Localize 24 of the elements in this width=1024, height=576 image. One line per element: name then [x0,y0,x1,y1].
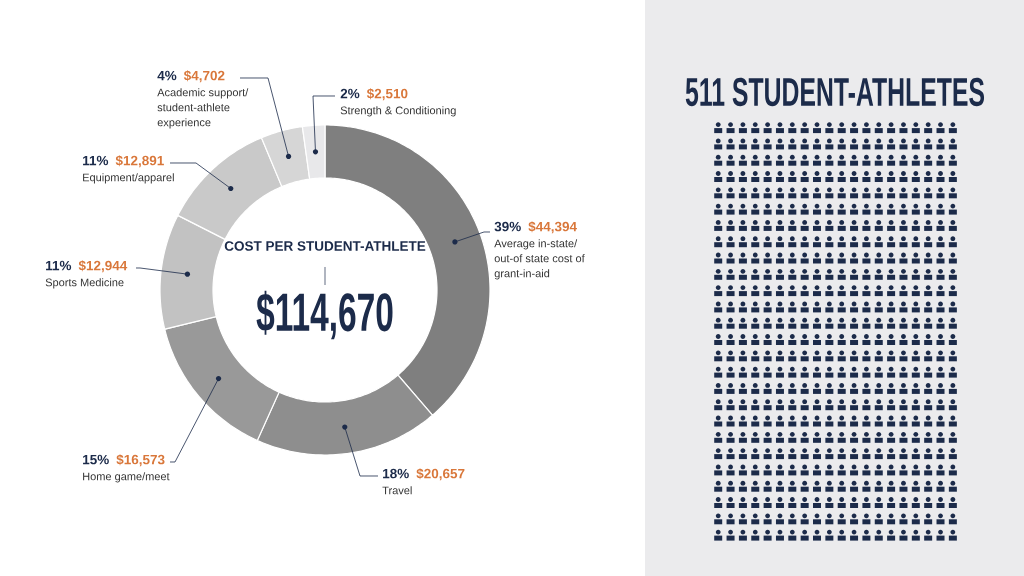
data-label: $2,510 [366,88,408,101]
text: 15% [83,454,109,465]
text: COST PER STUDENT-ATHLETE [224,241,426,251]
slice-label: Equipment/apparel [83,173,174,184]
data-label: $12,891 [115,155,164,168]
slice-label: Home game/meet [83,472,170,483]
text: 2% [340,88,360,99]
text: 39% [494,221,521,232]
text: 511 STUDENT-ATHLETES [685,77,985,107]
slice-label: Academic support/ student-athlete experience [157,88,249,129]
data-label: $4,702 [183,70,225,83]
data-label: $16,573 [116,454,165,467]
slice-label: Strength & Conditioning [340,106,456,117]
text: $114,670 [256,290,393,340]
data-label: $12,944 [78,260,128,273]
slice-label: Average in-state/ out-of state cost of grant-in-aid [494,239,585,280]
data-label: $44,394 [528,221,577,234]
text: 11% [46,260,72,271]
slice-label: Travel [382,486,412,495]
text: 11% [83,155,109,166]
text: 4% [157,70,177,81]
text: 18% [383,468,409,479]
data-label: $20,657 [416,468,465,481]
slice-label: Sports Medicine [45,278,124,289]
